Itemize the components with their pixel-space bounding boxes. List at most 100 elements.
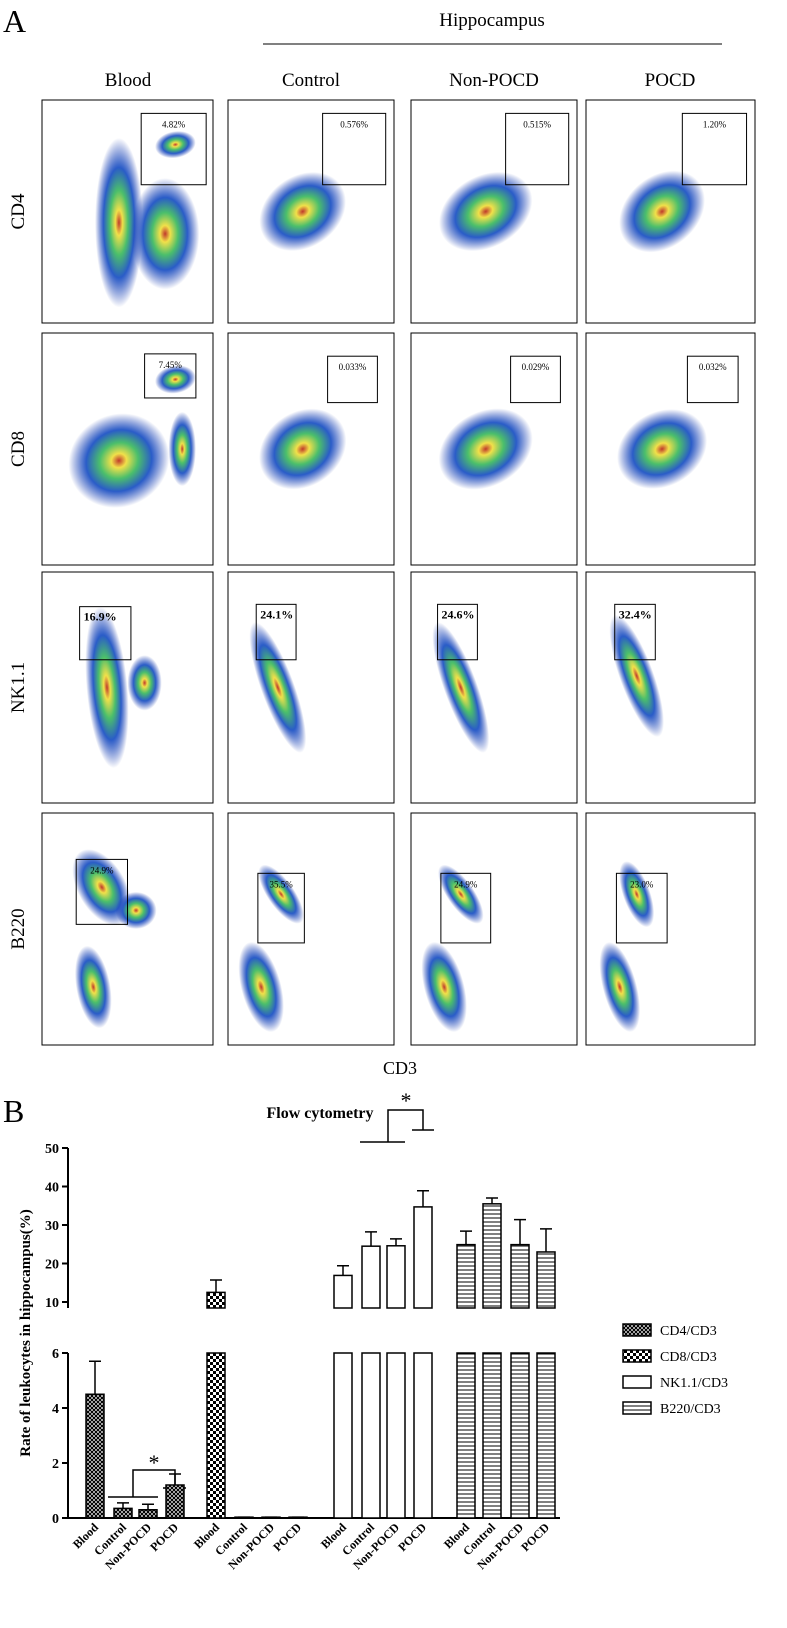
gate [327,355,378,404]
chart-title: Flow cytometry [266,1105,373,1122]
flow-plot [410,571,578,804]
error-bar [460,1230,472,1245]
flow-plot [227,571,395,804]
column-header: Blood [105,70,152,91]
error-bar [486,1197,498,1204]
x-axis-label: CD3 [383,1058,417,1078]
gate [440,872,492,944]
gate [79,606,132,661]
density-blob [74,945,112,1029]
bar [386,1245,406,1309]
row-label: NK1.1 [8,662,29,713]
error-bar [390,1238,402,1246]
bar [413,1206,433,1309]
density-blob [439,171,533,252]
gate-label: 4.82% [162,119,186,129]
error-bar [210,1279,222,1293]
density-blob [95,137,143,308]
column-header: Control [282,70,340,91]
gate [257,872,305,944]
error-bar [89,1360,101,1395]
error-bar [417,1189,429,1207]
density-blob [259,171,346,252]
significance-brackets [108,1109,434,1498]
bar [413,1352,433,1519]
row-label: CD4 [8,193,29,229]
density-blob [259,408,347,490]
density-blob [130,178,200,290]
gate [144,353,197,399]
bar [138,1509,158,1519]
gate-label: 16.9% [84,610,117,624]
significance: * [401,1088,412,1113]
gate-label: 35.5% [269,879,293,889]
significance: * [149,1450,160,1475]
y-tick-label: 4 [52,1402,59,1417]
gate-label: 24.1% [260,607,293,621]
error-bar [169,1473,181,1485]
density-blob [619,861,655,928]
gate-label: 24.9% [90,865,114,875]
density-blob [249,622,307,753]
bar [361,1352,381,1519]
y-tick-label: 40 [45,1181,59,1196]
bar [536,1352,556,1519]
gate-label: 0.032% [699,362,727,372]
density-blob [617,409,708,489]
density-blob [609,614,664,738]
gate [681,112,748,186]
density-blob [438,408,533,490]
gate-label: 1.20% [703,119,727,129]
flow-plot [41,812,214,1046]
bar [113,1507,133,1519]
flow-plot [585,571,756,804]
density-blob [115,891,157,929]
gate-label: 32.4% [619,607,652,621]
bar [361,1245,381,1309]
group-label: Hippocampus [439,10,545,31]
density-blob [155,130,196,159]
density-blob [85,606,129,769]
gate [615,872,668,944]
bar [536,1251,556,1309]
y-tick-label: 10 [45,1296,59,1311]
bar [85,1393,105,1519]
x-tick-label: POCD [147,1520,181,1554]
bar [333,1274,353,1309]
y-axis-label: Rate of leukocytes in hippocampus(%) [18,1209,34,1457]
density-blob [619,170,705,253]
density-blob [168,411,196,487]
panel-label: B [3,1093,24,1129]
error-bar [514,1218,526,1245]
column-header: Non-POCD [449,70,539,91]
y-tick-label: 20 [45,1258,59,1273]
bar [482,1352,502,1519]
y-tick-label: 0 [52,1512,59,1527]
y-tick-label: 6 [52,1347,59,1362]
error-bar [117,1502,129,1509]
gate [255,603,297,661]
row-label: CD8 [8,431,29,467]
y-tick-label: 50 [45,1142,59,1157]
error-bar [365,1231,377,1247]
x-tick-label: POCD [395,1520,429,1554]
gate [322,112,387,186]
y-tick-label: 30 [45,1219,59,1234]
gate [686,355,739,404]
error-bar [540,1228,552,1252]
density-blob [127,655,162,711]
bar [510,1243,530,1309]
row-label: B220 [8,908,29,949]
bar [482,1203,502,1309]
gate-label: 24.9% [454,879,478,889]
gate [505,112,570,186]
gate-label: 0.029% [522,362,550,372]
bar [206,1352,226,1519]
y-tick-label: 2 [52,1457,59,1472]
density-blob [238,941,284,1033]
bar [510,1352,530,1519]
density-blob [438,864,484,924]
legend-label: NK1.1/CD3 [660,1376,728,1391]
gate-label: 0.576% [340,119,368,129]
